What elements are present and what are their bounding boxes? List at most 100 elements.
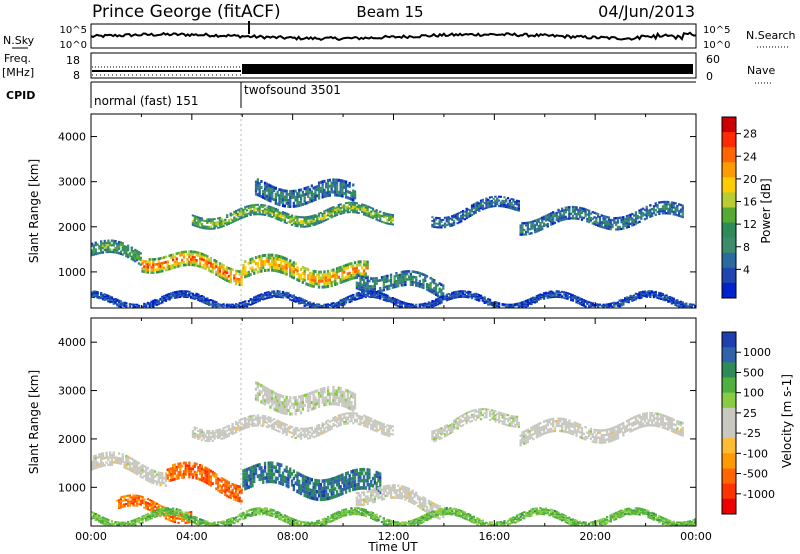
- echo-cell: [389, 213, 393, 216]
- echo-cell: [413, 275, 416, 279]
- echo-cell: [128, 254, 132, 257]
- echo-cell: [490, 201, 493, 204]
- echo-cell: [375, 295, 378, 298]
- echo-cell: [222, 219, 225, 222]
- echo-cell: [631, 298, 634, 301]
- echo-cell: [209, 218, 213, 221]
- echo-cell: [267, 209, 270, 212]
- echo-cell: [195, 217, 198, 220]
- echo-cell: [168, 267, 171, 271]
- echo-cell: [332, 271, 335, 275]
- echo-cell: [607, 223, 611, 226]
- echo-cell: [638, 209, 641, 212]
- echo-cell: [139, 470, 142, 473]
- echo-cell: [200, 478, 204, 482]
- echo-cell: [164, 479, 168, 482]
- echo-cell: [532, 298, 535, 301]
- echo-cell: [323, 486, 326, 490]
- echo-cell: [179, 251, 182, 254]
- echo-cell: [262, 414, 265, 417]
- echo-cell: [442, 284, 445, 287]
- echo-cell: [193, 258, 196, 262]
- echo-cell: [328, 209, 331, 212]
- echo-cell: [332, 280, 335, 284]
- echo-cell: [226, 271, 229, 274]
- echo-cell: [330, 477, 333, 482]
- echo-cell: [364, 289, 367, 293]
- echo-cell: [348, 184, 351, 188]
- echo-cell: [287, 473, 290, 478]
- echo-cell: [226, 268, 229, 272]
- echo-cell: [561, 207, 564, 210]
- echo-cell: [353, 298, 357, 301]
- echo-cell: [631, 221, 634, 225]
- echo-cell: [580, 216, 584, 219]
- echo-cell: [296, 195, 299, 199]
- echo-cell: [654, 293, 657, 296]
- echo-cell: [366, 263, 369, 267]
- echo-cell: [625, 224, 629, 227]
- echo-cell: [321, 422, 324, 425]
- echo-cell: [247, 261, 250, 265]
- echo-cell: [134, 253, 137, 256]
- echo-cell: [571, 205, 575, 209]
- echo-cell: [287, 294, 290, 297]
- echo-cell: [552, 292, 555, 295]
- echo-cell: [514, 303, 517, 306]
- echo-cell: [479, 207, 483, 210]
- echo-cell: [339, 269, 342, 272]
- echo-cell: [564, 295, 567, 297]
- echo-cell: [431, 223, 434, 226]
- echo-cell: [278, 218, 281, 221]
- echo-cell: [321, 183, 324, 187]
- echo-cell: [245, 213, 249, 216]
- echo-cell: [478, 204, 481, 207]
- echo-cell: [663, 297, 666, 300]
- echo-cell: [452, 291, 456, 294]
- echo-cell: [272, 479, 276, 484]
- echo-cell: [146, 271, 150, 274]
- echo-cell: [391, 298, 394, 301]
- echo-cell: [155, 299, 159, 302]
- echo-cell: [280, 214, 283, 217]
- echo-cell: [229, 485, 232, 488]
- echo-cell: [447, 296, 450, 299]
- echo-cell: [310, 275, 313, 279]
- echo-cell: [184, 292, 187, 295]
- echo-cell: [265, 212, 268, 215]
- echo-cell: [175, 290, 178, 293]
- echo-cell: [541, 225, 544, 228]
- echo-cell: [465, 209, 468, 212]
- echo-cell: [620, 302, 623, 305]
- echo-cell: [256, 294, 259, 297]
- echo-cell: [359, 297, 362, 300]
- echo-cell: [278, 462, 281, 467]
- echo-cell: [168, 295, 171, 298]
- echo-cell: [285, 263, 288, 267]
- echo-cell: [242, 423, 245, 426]
- echo-cell: [557, 220, 560, 223]
- echo-cell: [193, 428, 196, 431]
- echo-cell: [474, 293, 477, 296]
- echo-cell: [267, 195, 270, 199]
- echo-cell: [191, 250, 195, 254]
- echo-cell: [375, 292, 378, 295]
- echo-cell: [661, 293, 665, 295]
- echo-cell: [497, 199, 501, 202]
- echo-cell: [294, 300, 297, 303]
- echo-cell: [267, 398, 270, 402]
- echo-cell: [247, 415, 250, 418]
- echo-cell: [463, 295, 466, 298]
- echo-cell: [339, 477, 342, 482]
- echo-cell: [542, 294, 546, 297]
- echo-cell: [591, 302, 594, 305]
- echo-cell: [548, 213, 551, 216]
- echo-cell: [485, 205, 488, 207]
- echo-cell: [579, 215, 582, 219]
- echo-cell: [359, 468, 362, 472]
- echo-cell: [242, 469, 245, 473]
- echo-cell: [163, 297, 166, 300]
- echo-cell: [652, 207, 656, 210]
- echo-cell: [413, 306, 416, 308]
- echo-cell: [305, 225, 308, 228]
